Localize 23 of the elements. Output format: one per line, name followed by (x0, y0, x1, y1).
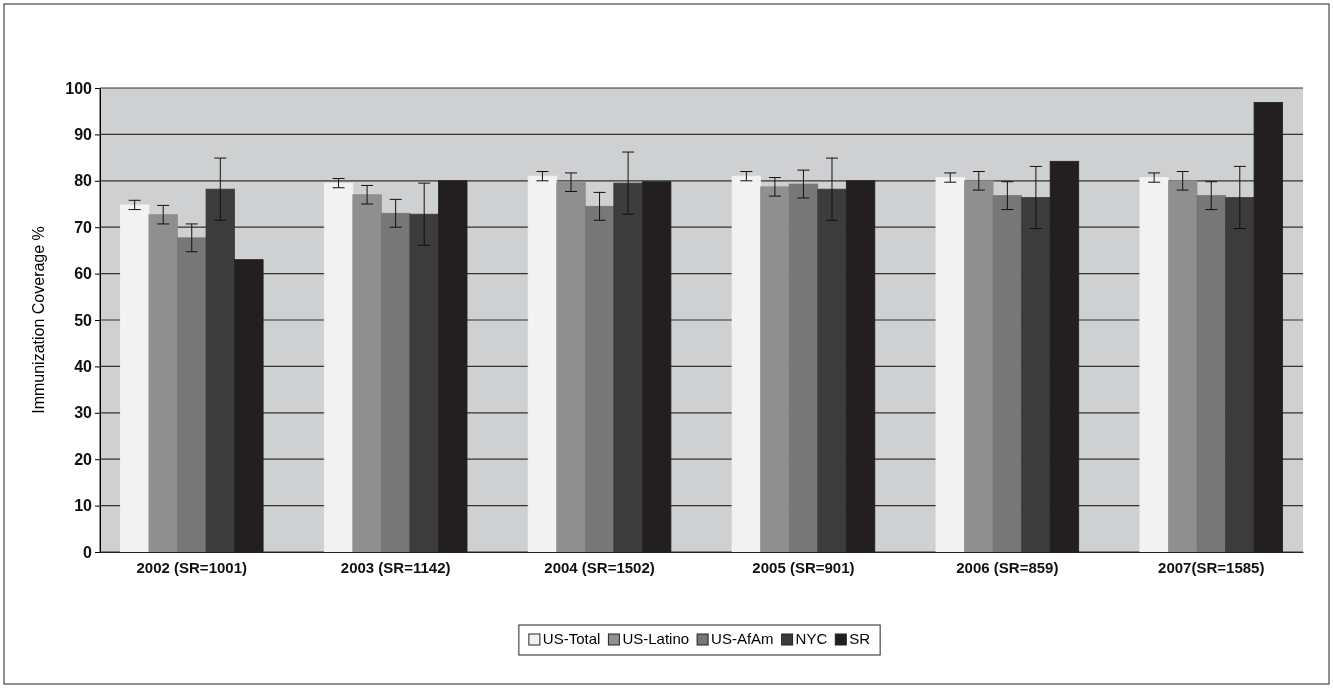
y-tick-label: 90 (74, 126, 93, 144)
legend-label: US-AfAm (711, 630, 774, 647)
legend-label: SR (849, 630, 871, 647)
y-tick-label: 70 (74, 218, 93, 236)
x-tick-label: 2006 (SR=859) (956, 559, 1059, 576)
legend-label: US-Total (542, 630, 601, 647)
y-tick-label: 50 (74, 311, 93, 329)
x-tick-label: 2007(SR=1585) (1158, 559, 1265, 576)
y-tick-label: 20 (74, 450, 93, 468)
y-tick-label: 0 (83, 543, 93, 561)
y-tick-label: 40 (74, 358, 93, 376)
legend-label: NYC (795, 630, 828, 647)
y-tick-label: 100 (65, 79, 93, 97)
y-tick-label: 80 (74, 172, 93, 190)
y-tick-label: 10 (74, 497, 93, 515)
legend-label: US-Latino (622, 630, 690, 647)
y-tick-label: 30 (74, 404, 93, 422)
y-tick-label: 60 (74, 265, 93, 283)
y-axis-title: Immunization Coverage % (30, 226, 47, 414)
x-tick-label: 2002 (SR=1001) (136, 559, 247, 576)
x-tick-label: 2004 (SR=1502) (544, 559, 655, 576)
x-tick-label: 2005 (SR=901) (752, 559, 855, 576)
x-tick-label: 2003 (SR=1142) (340, 559, 451, 576)
